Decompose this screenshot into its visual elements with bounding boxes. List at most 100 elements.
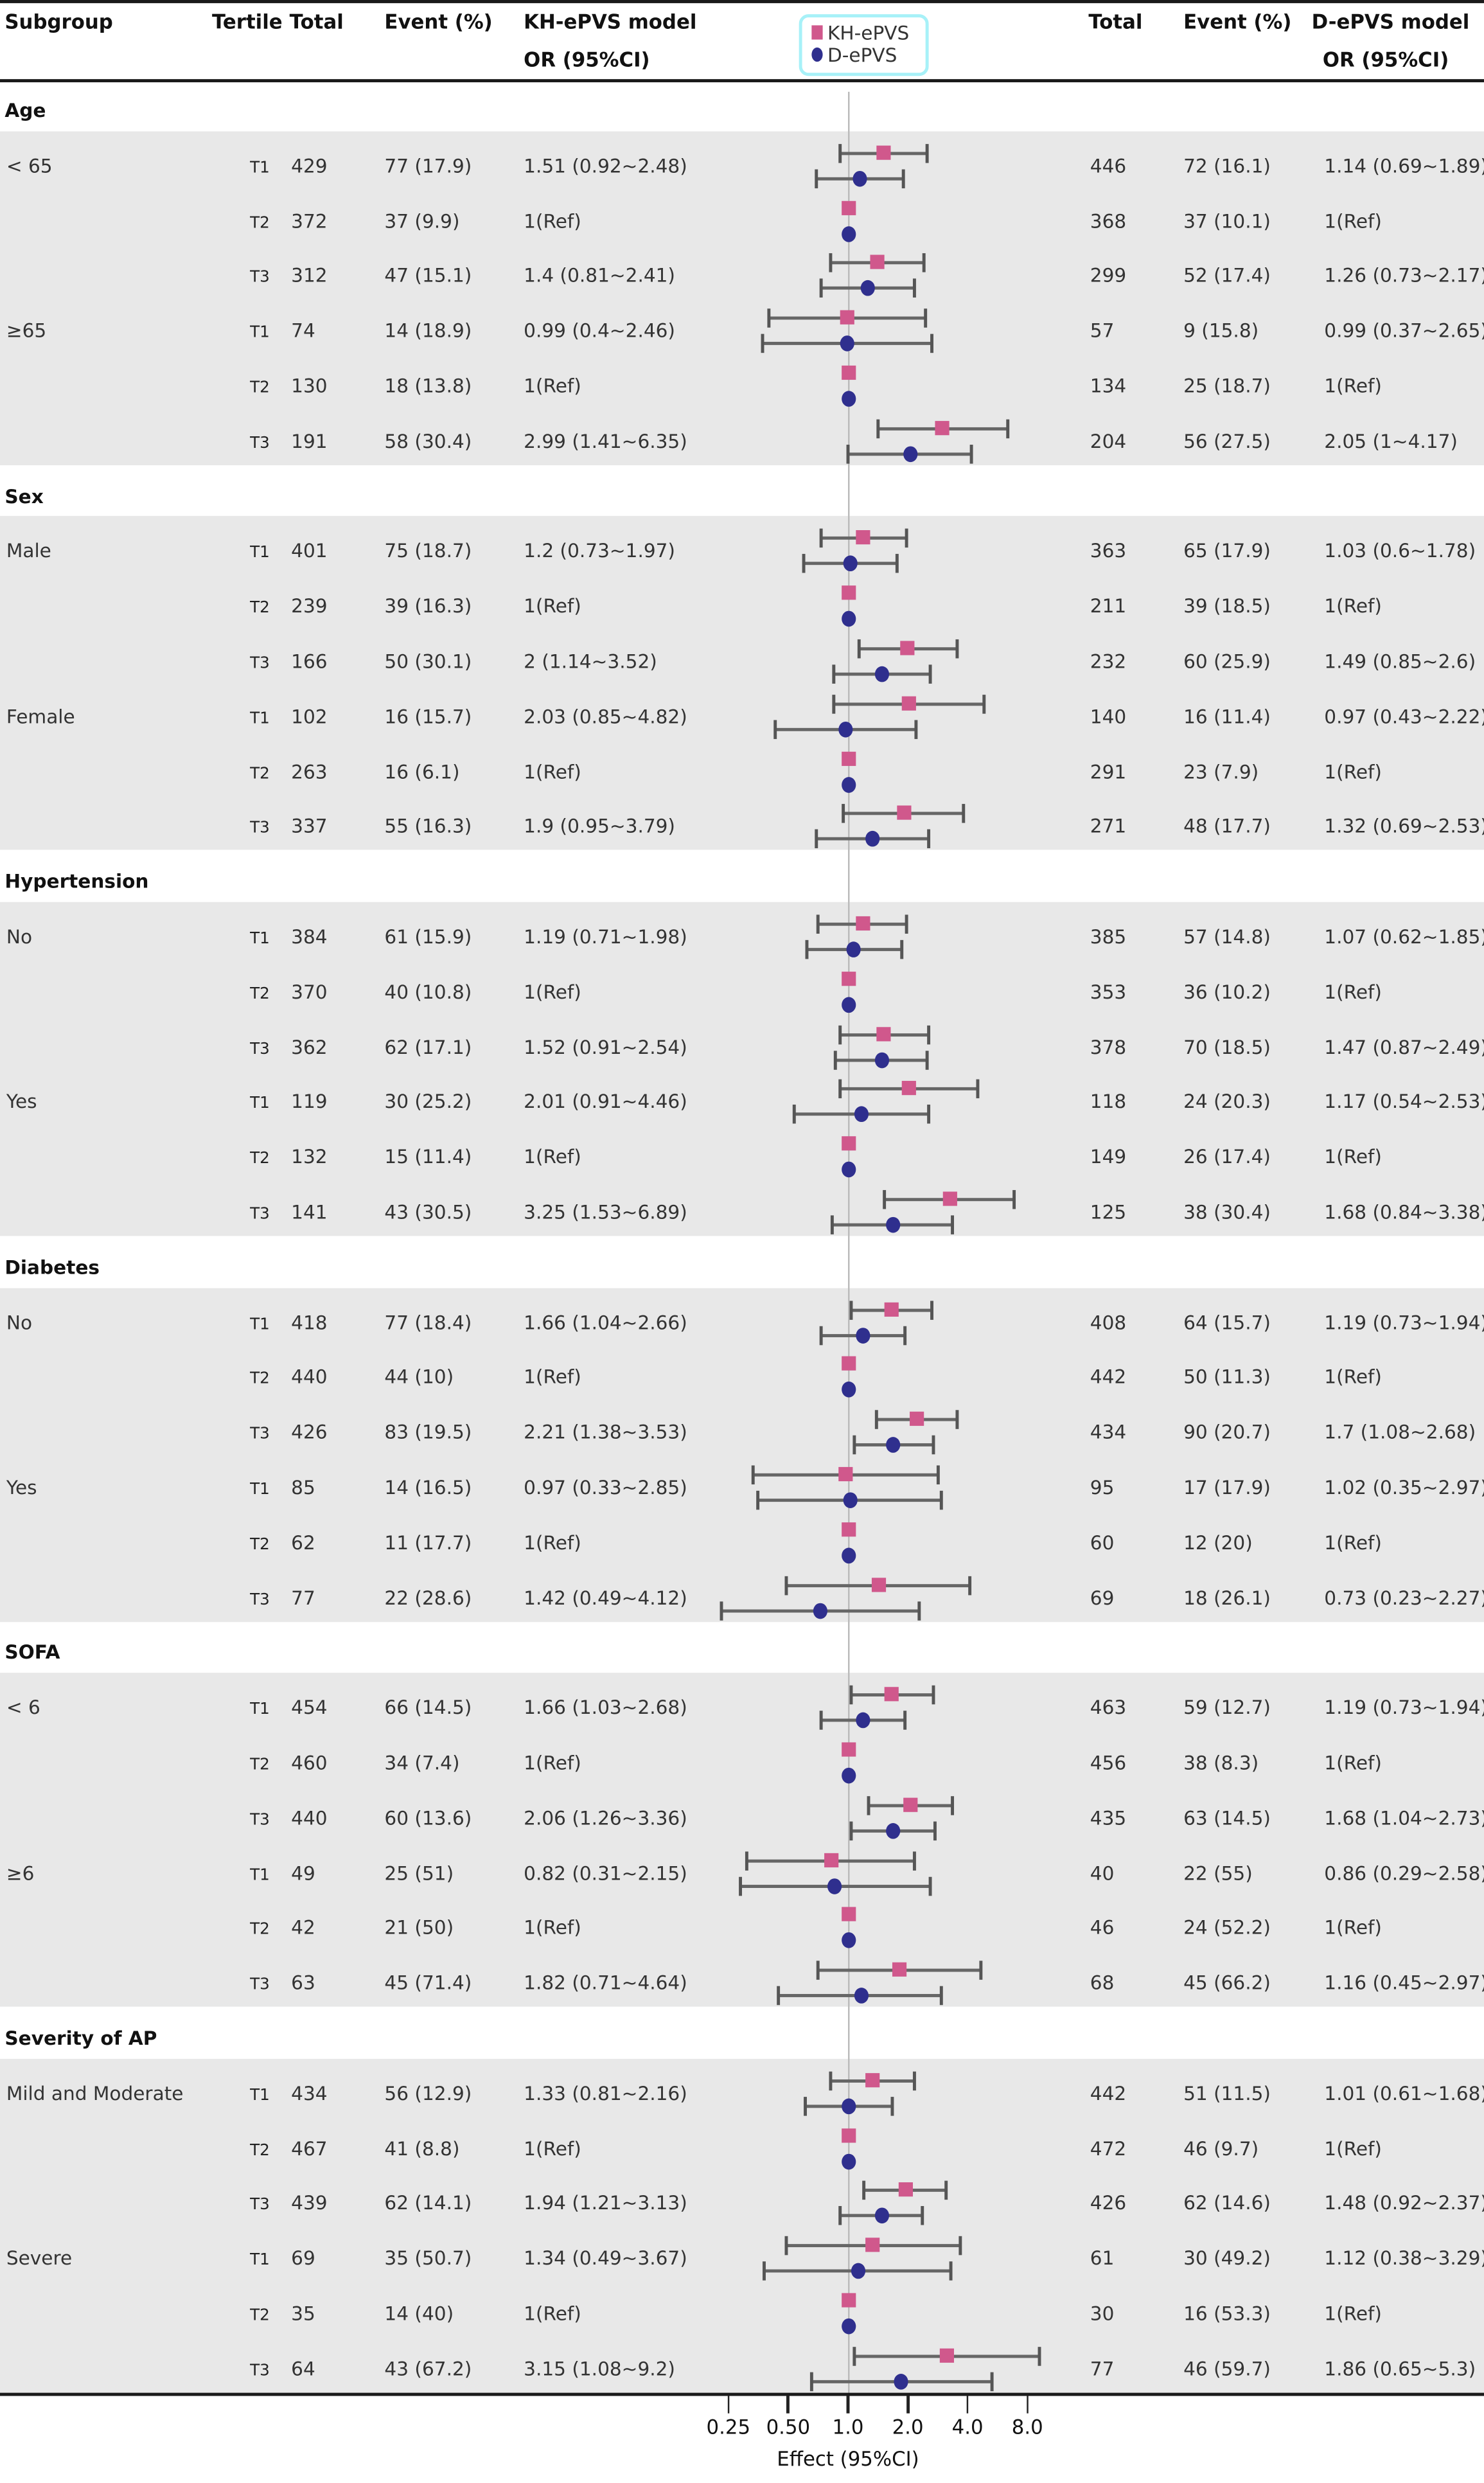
- tertile-label: T2: [250, 1371, 270, 1389]
- kh-ci-cap-low: [832, 694, 836, 714]
- d-event: 56 (27.5): [1183, 430, 1271, 452]
- d-event: 70 (18.5): [1183, 1036, 1271, 1058]
- d-ci-cap-low: [802, 554, 806, 574]
- kh-or: 2 (1.14~3.52): [524, 650, 657, 673]
- d-total: 472: [1090, 2137, 1127, 2160]
- kh-estimate-square: [897, 2183, 913, 2198]
- kh-estimate-square: [840, 310, 854, 325]
- d-estimate-circle: [885, 1216, 900, 1233]
- kh-total: 440: [291, 1366, 328, 1389]
- d-or: 1(Ref): [1324, 1752, 1382, 1774]
- kh-ci-cap-low: [828, 253, 832, 273]
- d-ci-cap-low: [805, 939, 809, 959]
- d-event: 26 (17.4): [1183, 1146, 1271, 1168]
- kh-or: 2.21 (1.38~3.53): [524, 1421, 687, 1444]
- d-total: 435: [1090, 1806, 1127, 1829]
- x-tick: [906, 2396, 909, 2414]
- kh-total: 362: [291, 1036, 328, 1058]
- d-event: 23 (7.9): [1183, 760, 1259, 783]
- tertile-label: T2: [250, 1756, 270, 1774]
- tertile-label: T1: [250, 2252, 270, 2270]
- d-event: 62 (14.6): [1183, 2192, 1271, 2215]
- kh-total: 384: [291, 925, 328, 948]
- kh-total: 312: [291, 265, 328, 287]
- tertile-label: T1: [250, 325, 270, 343]
- d-or: 1.68 (1.04~2.73): [1324, 1806, 1484, 1829]
- subgroup-band: [0, 2058, 1484, 2227]
- d-estimate-circle: [840, 2153, 856, 2169]
- kh-event: 55 (16.3): [384, 815, 472, 838]
- d-estimate-circle: [875, 666, 890, 682]
- kh-total: 337: [291, 815, 328, 838]
- d-total: 378: [1090, 1036, 1127, 1058]
- kh-or: 1.52 (0.91~2.54): [524, 1036, 687, 1058]
- d-event: 48 (17.7): [1183, 815, 1271, 838]
- kh-total: 64: [291, 2357, 315, 2380]
- header-subgroup: Subgroup: [4, 9, 113, 33]
- kh-ci-cap-high: [937, 1465, 941, 1485]
- header-event-right: Event (%): [1183, 9, 1292, 33]
- kh-total: 439: [291, 2192, 328, 2215]
- kh-or: 1.82 (0.71~4.64): [524, 1971, 687, 1995]
- d-estimate-circle: [847, 941, 861, 957]
- tertile-label: T3: [250, 655, 270, 673]
- d-event: 16 (11.4): [1183, 705, 1271, 728]
- subgroup-band: [0, 1838, 1484, 2007]
- kh-event: 83 (19.5): [384, 1421, 472, 1444]
- x-axis-line: [0, 2392, 1484, 2396]
- subgroup-band: [0, 296, 1484, 465]
- d-event: 36 (10.2): [1183, 981, 1271, 1003]
- kh-ci-cap-high: [924, 308, 928, 328]
- d-event: 72 (16.1): [1183, 154, 1271, 177]
- d-estimate-circle: [885, 1822, 900, 1839]
- d-estimate-circle: [860, 280, 876, 297]
- d-total: 68: [1090, 1971, 1115, 1995]
- kh-estimate-square: [840, 1907, 856, 1922]
- d-ci-cap-low: [793, 1105, 797, 1125]
- d-or: 1(Ref): [1324, 1366, 1382, 1389]
- kh-ci-cap-high: [955, 639, 958, 659]
- d-event: 45 (66.2): [1183, 1971, 1271, 1995]
- d-ci-cap-high: [926, 1105, 930, 1125]
- kh-event: 44 (10): [384, 1366, 454, 1389]
- kh-or: 1.33 (0.81~2.16): [524, 2082, 687, 2105]
- d-ci-cap-low: [814, 169, 818, 188]
- kh-ci-cap-low: [849, 1686, 852, 1705]
- d-or: 1.26 (0.73~2.17): [1324, 265, 1484, 287]
- kh-event: 37 (9.9): [384, 209, 460, 233]
- kh-or: 1.66 (1.03~2.68): [524, 1696, 687, 1719]
- kh-ci-cap-high: [955, 1410, 958, 1430]
- d-event: 52 (17.4): [1183, 265, 1271, 287]
- d-ci-cap-high: [940, 1986, 944, 2006]
- d-ci-cap-high: [903, 1711, 907, 1731]
- kh-estimate-square: [840, 971, 856, 986]
- kh-event: 11 (17.7): [384, 1531, 472, 1554]
- d-total: 271: [1090, 815, 1127, 838]
- d-estimate-circle: [856, 1327, 870, 1343]
- kh-event: 21 (50): [384, 1917, 454, 1939]
- d-total: 456: [1090, 1752, 1127, 1774]
- subgroup-label: Severe: [6, 2247, 73, 2270]
- header-event: Event (%): [384, 9, 493, 33]
- d-ci-cap-high: [891, 2096, 895, 2116]
- kh-or: 1(Ref): [524, 209, 581, 233]
- d-estimate-circle: [852, 170, 867, 187]
- d-total: 118: [1090, 1090, 1127, 1114]
- d-ci-cap-low: [849, 1821, 853, 1840]
- d-event: 12 (20): [1183, 1531, 1253, 1554]
- d-total: 408: [1090, 1311, 1127, 1334]
- tertile-label: T3: [250, 2362, 270, 2380]
- subgroup-band: [0, 1673, 1484, 1842]
- d-ci-cap-high: [928, 664, 932, 684]
- kh-ci-cap-low: [842, 805, 845, 824]
- kh-estimate-square: [840, 1522, 856, 1536]
- kh-estimate-square: [840, 365, 856, 380]
- d-estimate-circle: [874, 1051, 888, 1068]
- subgroup-band: [0, 681, 1484, 851]
- kh-ci-cap-high: [926, 1024, 930, 1044]
- tertile-label: T1: [250, 710, 270, 728]
- d-ci-cap-low: [814, 830, 818, 849]
- x-axis-label: Effect (95%CI): [777, 2446, 919, 2471]
- section-title: Severity of AP: [4, 2027, 157, 2050]
- kh-total: 85: [291, 1476, 315, 1499]
